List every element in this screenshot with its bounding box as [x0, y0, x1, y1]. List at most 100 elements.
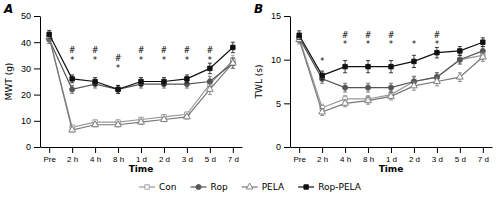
tick-label: 0	[276, 142, 281, 152]
tick-mark	[437, 147, 438, 153]
annotation: #	[92, 46, 99, 55]
tick-label: 20	[21, 90, 31, 100]
error-bar	[343, 61, 347, 73]
legend-marker	[145, 185, 149, 189]
tick-label: 4 h	[90, 155, 101, 164]
annotation: #	[115, 54, 122, 63]
line	[49, 34, 233, 89]
tick-mark	[34, 16, 40, 17]
error-bar	[389, 61, 393, 73]
annotation: *	[320, 57, 324, 66]
legend-label: PELA	[262, 182, 285, 192]
tick: 7 d	[478, 147, 489, 164]
tick: 3 d	[432, 147, 443, 164]
tick-mark	[322, 147, 323, 153]
error-bar	[458, 55, 462, 64]
tick-mark	[95, 147, 96, 153]
legend-marker	[196, 184, 201, 189]
error-bar	[93, 80, 97, 88]
marker	[457, 57, 462, 62]
tick: 50	[21, 11, 40, 21]
marker	[412, 59, 416, 63]
tick-mark	[299, 147, 300, 153]
tick-label: 10	[271, 55, 281, 65]
panel-label: B	[254, 2, 263, 16]
tick-label: 8 h	[363, 155, 374, 164]
marker	[435, 50, 439, 54]
annotation: #	[434, 31, 441, 40]
tick: 4 h	[90, 147, 101, 164]
tick: 2 h	[67, 147, 78, 164]
series	[47, 36, 236, 94]
annotation: #	[365, 31, 372, 40]
tick-mark	[368, 147, 369, 153]
error-bar	[47, 30, 51, 38]
legend-item: Con	[139, 182, 177, 192]
marker	[297, 33, 301, 37]
x-axis: Pre2 h4 h8 h1 d2 d3 d5 d7 d	[41, 147, 243, 164]
error-bar	[231, 42, 235, 52]
legend-label: Rop	[211, 182, 228, 192]
annotation: *	[208, 56, 212, 65]
marker	[366, 85, 371, 90]
tick-label: 7 d	[228, 155, 239, 164]
marker	[229, 59, 236, 65]
tick-mark	[284, 16, 290, 17]
tick-label: 50	[21, 11, 31, 21]
error-bar	[320, 71, 324, 80]
annotation: *	[116, 64, 120, 73]
marker	[185, 77, 189, 81]
tick-label: 10	[21, 116, 31, 126]
marker	[365, 97, 372, 103]
tick-label: 40	[21, 38, 31, 48]
marker	[479, 53, 486, 59]
marker	[70, 87, 75, 92]
series	[47, 30, 235, 93]
marker	[458, 57, 462, 61]
error-bar	[366, 83, 370, 92]
tick-label: 5	[276, 99, 281, 109]
error-bar	[185, 75, 189, 83]
error-bar	[162, 78, 166, 86]
panel-label: A	[3, 2, 13, 16]
tick-mark	[284, 60, 290, 61]
x-axis-title: Time	[129, 164, 154, 174]
tick: 0	[26, 142, 40, 152]
marker	[162, 79, 166, 83]
tick-mark	[284, 103, 290, 104]
tick-mark	[34, 95, 40, 96]
tick-mark	[72, 147, 73, 153]
axis-line	[290, 17, 291, 148]
marker	[343, 85, 348, 90]
tick-label: 1 d	[136, 155, 147, 164]
tick-mark	[284, 147, 290, 148]
tick-mark	[34, 147, 40, 148]
marker	[319, 108, 326, 114]
panel: 01020304050Pre2 h4 h8 h1 d2 d3 d5 d7 dTi…	[3, 2, 243, 174]
tick-mark	[345, 147, 346, 153]
marker	[458, 49, 462, 53]
chart: 01020304050Pre2 h4 h8 h1 d2 d3 d5 d7 dTi…	[0, 0, 500, 197]
marker	[115, 121, 122, 127]
annotation: *	[389, 40, 393, 49]
tick-label: 2 h	[317, 155, 328, 164]
marker	[231, 45, 235, 49]
marker	[342, 99, 349, 105]
tick-label: 5 d	[455, 155, 466, 164]
tick-mark	[460, 147, 461, 153]
tick: 2 d	[159, 147, 170, 164]
marker	[184, 113, 191, 119]
error-bar	[389, 83, 393, 92]
tick-label: 8 h	[113, 155, 124, 164]
series	[46, 33, 236, 132]
tick-mark	[164, 147, 165, 153]
tick-mark	[141, 147, 142, 153]
axis-line	[40, 17, 41, 148]
tick-label: 2 d	[159, 155, 170, 164]
marker	[69, 126, 76, 132]
y-axis: 051015	[271, 11, 291, 152]
error-bar	[93, 78, 97, 86]
tick-mark	[34, 42, 40, 43]
tick: Pre	[43, 147, 56, 164]
marker	[388, 85, 393, 90]
